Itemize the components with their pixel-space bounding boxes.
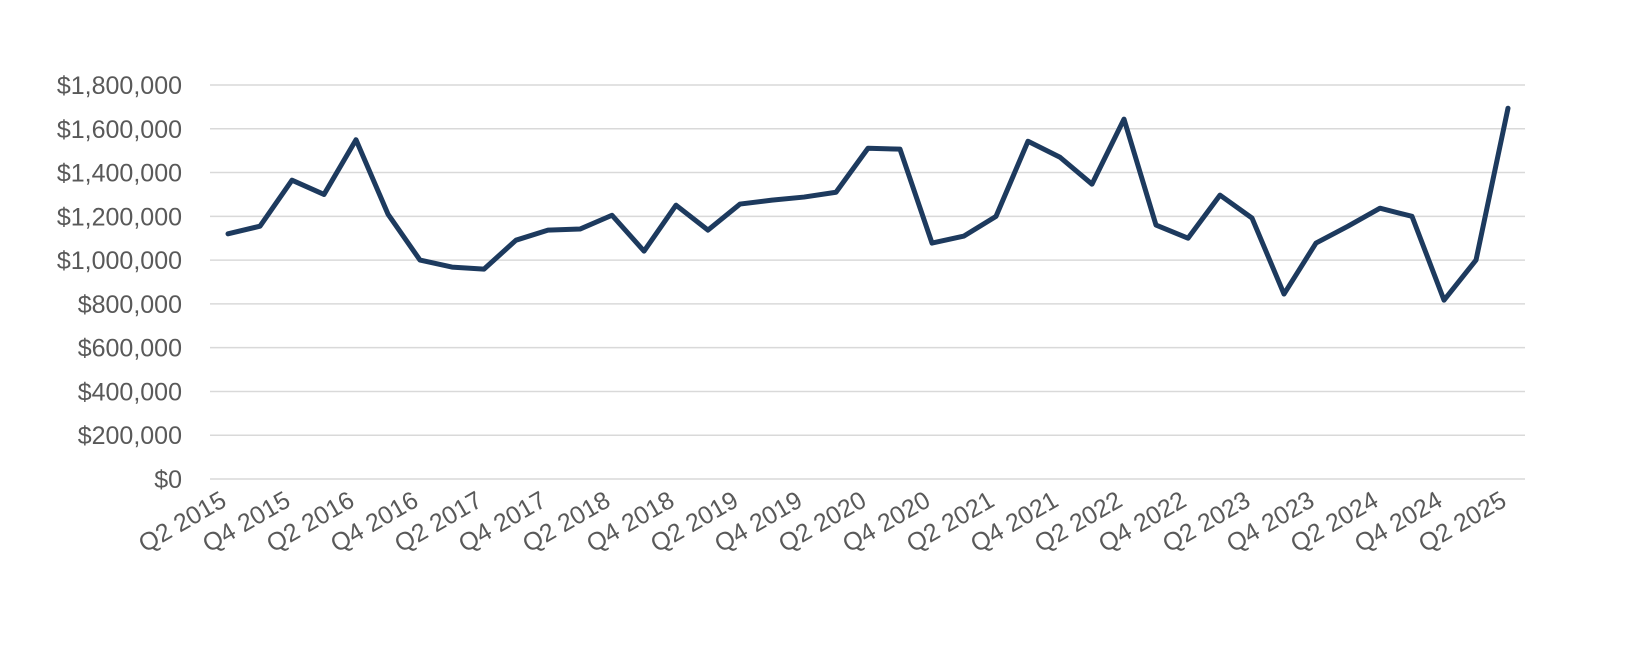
y-tick-label: $1,000,000 xyxy=(57,247,182,275)
y-tick-label: $1,200,000 xyxy=(57,203,182,231)
y-tick-label: $800,000 xyxy=(78,291,182,319)
line-series xyxy=(225,105,1511,303)
y-tick-label: $1,600,000 xyxy=(57,116,182,144)
y-tick-label: $0 xyxy=(154,466,182,494)
y-tick-label: $600,000 xyxy=(78,335,182,363)
y-tick-label: $200,000 xyxy=(78,422,182,450)
y-tick-label: $400,000 xyxy=(78,378,182,406)
y-tick-label: $1,800,000 xyxy=(57,72,182,100)
y-tick-label: $1,400,000 xyxy=(57,160,182,188)
